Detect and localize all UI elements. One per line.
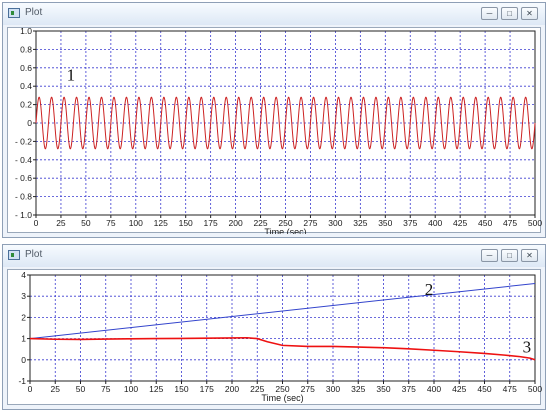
x-tick-label: 450: [477, 384, 491, 394]
x-tick-label: 300: [326, 384, 340, 394]
x-tick-label: 500: [528, 384, 542, 394]
x-tick-label: 350: [376, 384, 390, 394]
x-tick-label: 250: [275, 384, 289, 394]
x-tick-label: 275: [301, 384, 315, 394]
y-tick-label: 1.0: [20, 28, 32, 36]
minimize-button[interactable]: ─: [481, 249, 498, 262]
x-tick-label: 350: [378, 218, 392, 228]
x-tick-label: 50: [81, 218, 91, 228]
x-tick-label: 0: [34, 218, 39, 228]
x-tick-label: 225: [253, 218, 267, 228]
x-tick-label: 250: [278, 218, 292, 228]
y-tick-label: 4: [21, 270, 26, 280]
x-tick-label: 150: [174, 384, 188, 394]
y-tick-label: 2: [21, 312, 26, 322]
y-tick-label: 0.4: [20, 81, 32, 91]
curve-annotation: 2: [425, 280, 434, 299]
x-tick-label: 150: [179, 218, 193, 228]
x-tick-label: 75: [101, 384, 111, 394]
x-tick-label: 325: [353, 218, 367, 228]
maximize-button[interactable]: □: [501, 249, 518, 262]
window-title: Plot: [25, 249, 43, 260]
plot-area: 0 25 50 75 100 125 150 175 200 225 250 275 300 325 350…: [7, 27, 542, 234]
x-tick-label: 100: [124, 384, 138, 394]
y-tick-label: 0.2: [20, 100, 32, 110]
x-tick-label: 175: [204, 218, 218, 228]
curve-annotation: 3: [523, 337, 532, 356]
title-bar[interactable]: Plot ─ □ ✕: [3, 3, 545, 25]
x-tick-label: 475: [503, 218, 517, 228]
y-tick-label: 0.8: [20, 44, 32, 54]
minimize-button[interactable]: ─: [481, 7, 498, 20]
x-tick-label: 325: [351, 384, 365, 394]
y-tick-label: - 0.2: [15, 136, 32, 146]
series-line-1: [29, 282, 536, 340]
x-tick-label: 425: [453, 218, 467, 228]
y-tick-label: 1: [21, 334, 26, 344]
x-tick-label: 400: [428, 218, 442, 228]
x-tick-label: 125: [154, 218, 168, 228]
y-tick-label: 3: [21, 291, 26, 301]
window-title: Plot: [25, 7, 43, 18]
y-tick-label: - 0.8: [15, 192, 32, 202]
x-tick-label: 125: [149, 384, 163, 394]
close-button[interactable]: ✕: [521, 7, 538, 20]
x-tick-label: 200: [229, 218, 243, 228]
app-icon: [8, 250, 20, 260]
x-tick-label: 450: [478, 218, 492, 228]
close-button[interactable]: ✕: [521, 249, 538, 262]
x-tick-label: 425: [452, 384, 466, 394]
plot-window-2: Plot ─ □ ✕ 0 25 50 75 100 125 150 175 200 225 250 2…: [2, 244, 546, 410]
x-axis-label: Time (sec): [261, 393, 303, 403]
plot-area: 0 25 50 75 100 125 150 175 200 225 250 275 300 325 350…: [7, 269, 542, 405]
title-bar[interactable]: Plot ─ □ ✕: [3, 245, 545, 267]
x-tick-label: 200: [225, 384, 239, 394]
x-tick-label: 0: [28, 384, 33, 394]
y-tick-label: 0: [27, 118, 32, 128]
y-tick-label: - 0.6: [15, 173, 32, 183]
y-tick-label: - 1.0: [15, 210, 32, 220]
x-tick-label: 225: [250, 384, 264, 394]
x-tick-label: 25: [56, 218, 66, 228]
line-chart-1: 0 25 50 75 100 125 150 175 200 225 250 275 300 325 350…: [15, 28, 542, 234]
y-tick-label: 0: [21, 355, 26, 365]
x-tick-label: 375: [402, 384, 416, 394]
y-tick-label: -1: [18, 376, 26, 386]
series-line-2: [29, 336, 536, 361]
x-tick-label: 25: [51, 384, 61, 394]
x-tick-label: 500: [528, 218, 542, 228]
x-tick-label: 175: [200, 384, 214, 394]
x-tick-label: 300: [328, 218, 342, 228]
plot-window-1: Plot ─ □ ✕ 0 25 50 75 100 125 150 175 200 225 250 2…: [2, 2, 546, 238]
x-tick-label: 100: [129, 218, 143, 228]
x-tick-label: 375: [403, 218, 417, 228]
x-tick-label: 50: [76, 384, 86, 394]
app-icon: [8, 8, 20, 18]
x-axis-label: Time (sec): [264, 227, 306, 234]
maximize-button[interactable]: □: [501, 7, 518, 20]
curve-annotation: 1: [67, 66, 76, 85]
x-tick-label: 475: [503, 384, 517, 394]
y-tick-label: 0.6: [20, 63, 32, 73]
y-tick-label: - 0.4: [15, 155, 32, 165]
x-tick-label: 275: [303, 218, 317, 228]
series-line-1: [35, 96, 536, 150]
line-chart-2: 0 25 50 75 100 125 150 175 200 225 250 275 300 325 350…: [18, 270, 542, 403]
x-tick-label: 75: [106, 218, 116, 228]
x-tick-label: 400: [427, 384, 441, 394]
